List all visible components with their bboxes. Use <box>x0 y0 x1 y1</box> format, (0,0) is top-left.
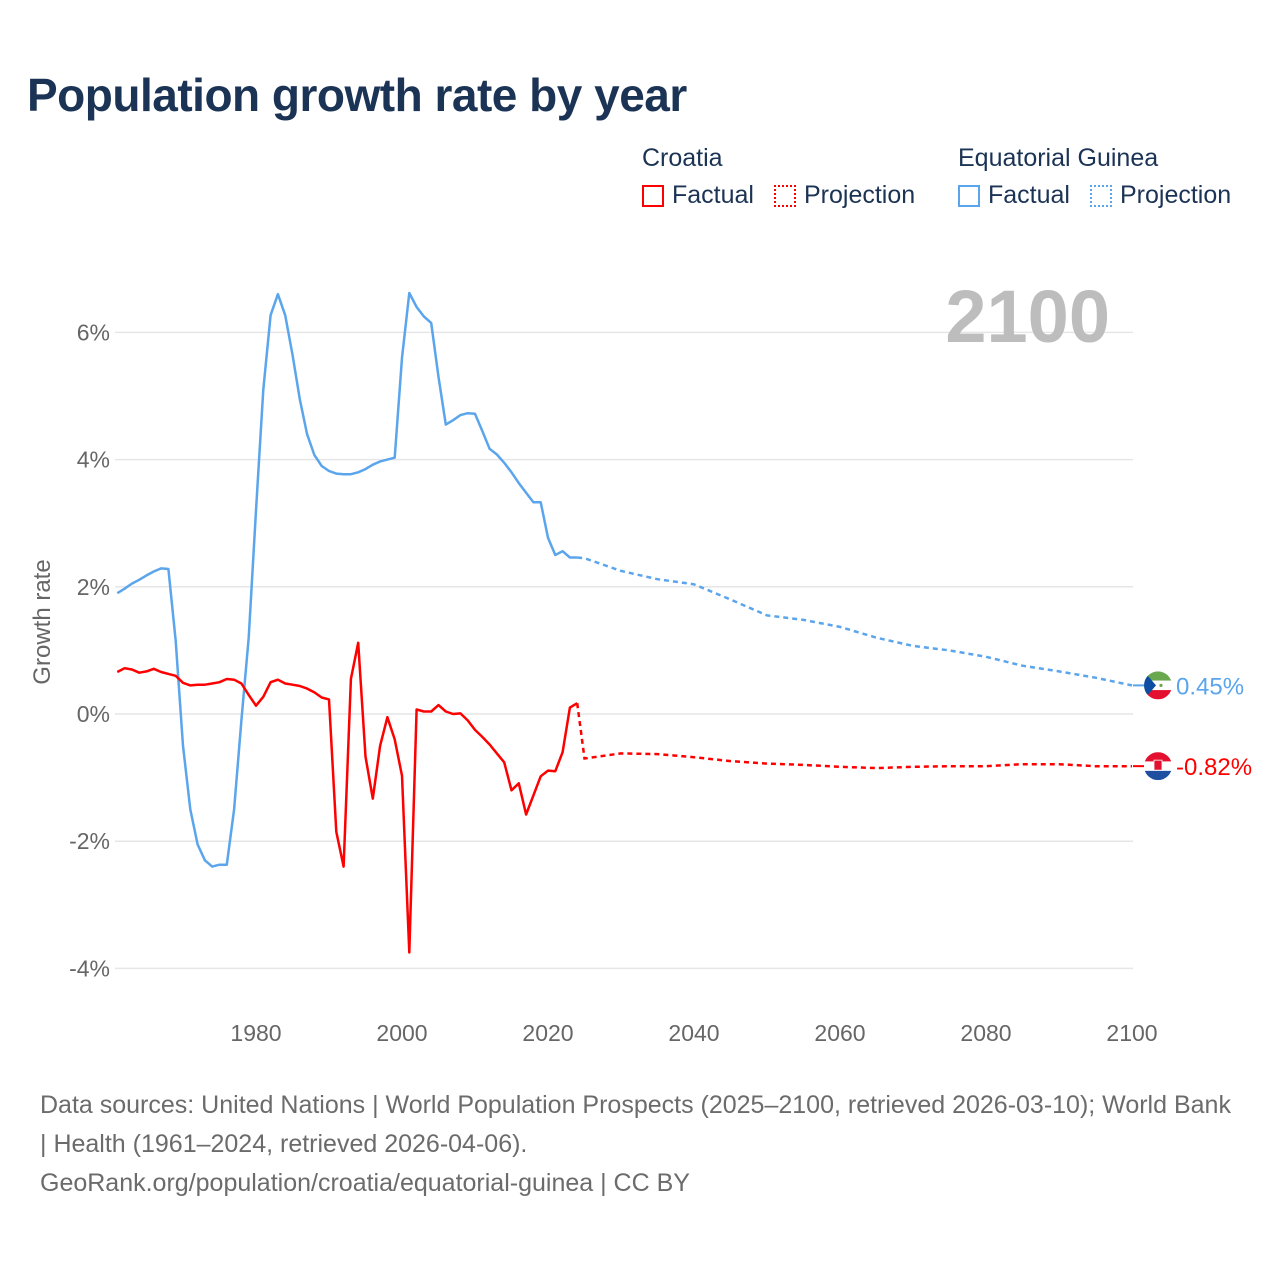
x-tick-label: 1980 <box>230 1020 281 1046</box>
data-sources: Data sources: United Nations | World Pop… <box>40 1091 1231 1158</box>
equatorial-guinea-end-value: 0.45% <box>1176 673 1244 700</box>
x-tick-label: 2100 <box>1106 1020 1157 1046</box>
source-link[interactable]: GeoRank.org/population/croatia/equatoria… <box>40 1169 690 1197</box>
gridlines <box>115 331 1133 970</box>
y-tick-label: -2% <box>69 828 110 854</box>
x-tick-label: 2020 <box>522 1020 573 1046</box>
legend-label: Factual <box>672 181 754 209</box>
legend-swatch-dotted <box>773 184 796 207</box>
legend-label: Factual <box>988 181 1070 209</box>
legend-croatia-projection[interactable]: Projection <box>773 181 916 210</box>
equatorial-guinea-flag-icon <box>1144 671 1172 700</box>
y-tick-label: -4% <box>69 955 110 981</box>
legend-equatorial-guinea: Equatorial Guinea Factual Projection <box>958 144 1245 210</box>
year-label: 2100 <box>945 275 1110 358</box>
y-tick-label: 6% <box>77 319 110 345</box>
legend-croatia-factual[interactable]: Factual <box>642 181 754 210</box>
croatia-end-value: -0.82% <box>1176 754 1252 781</box>
x-tick-label: 2080 <box>960 1020 1011 1046</box>
legend-eq-guinea-projection[interactable]: Projection <box>1089 181 1232 210</box>
x-tick-label: 2060 <box>814 1020 865 1046</box>
y-axis-label: Growth rate <box>29 559 56 684</box>
legend-group-name: Croatia <box>642 144 723 172</box>
chart-title: Population growth rate by year <box>27 69 687 121</box>
croatia-flag-icon <box>1144 752 1172 781</box>
series-equatorial-guinea-factual <box>116 291 578 868</box>
legend-eq-guinea-factual[interactable]: Factual <box>958 181 1070 210</box>
x-tick-label: 2000 <box>376 1020 427 1046</box>
series-croatia-projection <box>575 703 1132 770</box>
legend-label: Projection <box>1119 181 1232 209</box>
y-tick-label: 0% <box>77 701 110 727</box>
legend-swatch-dotted <box>1089 184 1112 207</box>
footer: Data sources: United Nations | World Pop… <box>40 1086 1240 1203</box>
y-tick-label: 4% <box>77 447 110 473</box>
legend-swatch-solid <box>642 184 664 207</box>
x-tick-label: 2040 <box>668 1020 719 1046</box>
y-tick-label: 2% <box>77 574 110 600</box>
legend-croatia: Croatia Factual Projection <box>642 144 929 210</box>
series-croatia-factual <box>116 641 578 954</box>
legend-swatch-solid <box>958 184 980 207</box>
legend-group-name: Equatorial Guinea <box>958 144 1159 172</box>
line-chart: 2100 Growth rate -4% -2% 0% 2% 4% 6% 1980 2000 2… <box>29 275 1252 1046</box>
series-equatorial-guinea-projection <box>577 556 1133 687</box>
legend-label: Projection <box>803 181 916 209</box>
